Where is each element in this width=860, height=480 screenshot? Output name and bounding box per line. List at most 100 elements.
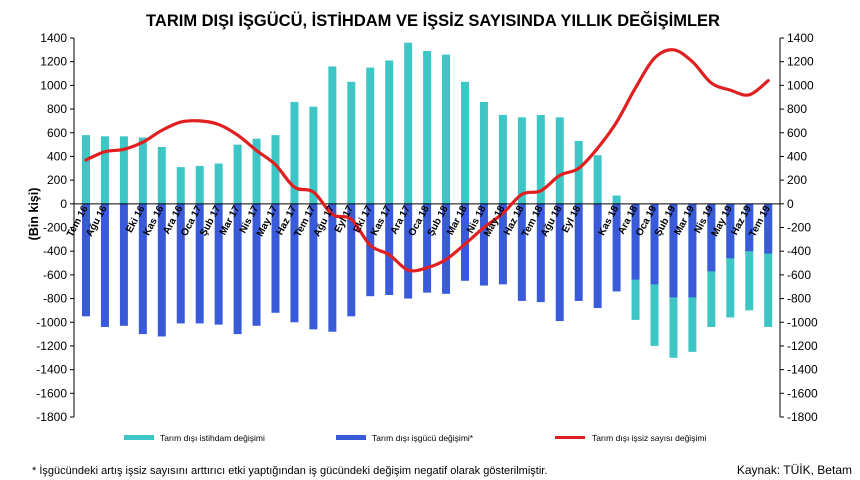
employment-bar-may-19 xyxy=(726,203,735,318)
footnote: * İşgücündeki artış işsiz sayısını arttı… xyxy=(32,464,547,477)
y-tick-label: -200 xyxy=(43,221,67,235)
y-axis-label: (Bin kişi) xyxy=(27,188,41,241)
y-tick-label-right: 800 xyxy=(787,102,807,116)
y-tick-label-right: -1600 xyxy=(787,386,818,400)
unemployed-point-eyl-16 xyxy=(123,148,125,150)
employment-bar-tem-19 xyxy=(764,203,773,327)
employment-bar-eki-18 xyxy=(593,155,602,204)
labor-force-bar-a-u-16 xyxy=(100,203,109,327)
unemployed-point-nis-18 xyxy=(483,226,485,229)
employment-bar-nis-18 xyxy=(479,101,488,204)
unemployed-point-tem-16 xyxy=(85,159,87,161)
unemployed-point-a-u-18 xyxy=(559,174,561,176)
labor-force-bar-a-u-17 xyxy=(328,203,337,332)
labor-force-bar-oca-19 xyxy=(650,203,659,285)
unemployed-point-oca-17 xyxy=(199,120,201,122)
y-tick-label: 600 xyxy=(47,126,67,140)
employment-bar-ara-17 xyxy=(404,42,413,204)
labor-force-bar--ub-18 xyxy=(442,203,451,294)
right-y-axis: 1400 1200 1000 800 600 400 200 0 -200 -400 -600 -80… xyxy=(780,31,818,424)
unemployed-point-eki-17 xyxy=(369,244,371,246)
labor-force-bar-eki-17 xyxy=(366,203,375,297)
employment-bar-tem-16 xyxy=(82,135,90,204)
unemployed-point-tem-19 xyxy=(767,80,769,82)
labor-force-bar-tem-17 xyxy=(309,203,318,330)
y-tick-label: 800 xyxy=(47,102,67,116)
employment-bar-eyl-16 xyxy=(119,136,128,204)
y-tick-label: -1200 xyxy=(36,339,67,353)
labor-force-bar-tem-19 xyxy=(764,203,773,254)
employment-bar-eki-16 xyxy=(138,137,147,204)
employment-bar-may-17 xyxy=(271,135,280,204)
employment-bar-oca-18 xyxy=(423,51,432,204)
labor-force-bar-kas-17 xyxy=(385,203,394,296)
unemployed-point-haz-19 xyxy=(748,94,750,96)
employment-bar-a-u-16 xyxy=(100,136,109,204)
unemployed-point--ub-17 xyxy=(218,123,220,126)
unemployed-point-haz-17 xyxy=(293,186,296,188)
source-note: Kaynak: TÜİK, Betam xyxy=(737,463,852,477)
y-tick-label: 200 xyxy=(47,173,67,187)
labor-force-bar-mar-19 xyxy=(688,203,697,298)
y-tick-label-right: 600 xyxy=(787,126,807,140)
unemployed-point-nis-19 xyxy=(710,82,712,84)
y-tick-label-right: -200 xyxy=(787,221,811,235)
series-labor-force-bars xyxy=(82,203,773,337)
series-employment-bars xyxy=(82,42,773,358)
y-tick-label-right: 1400 xyxy=(787,31,814,45)
unemployed-point-eyl-18 xyxy=(578,167,580,169)
y-tick-label: -1400 xyxy=(36,363,67,377)
unemployed-point-ara-18 xyxy=(634,87,637,89)
legend-swatch-employment xyxy=(124,435,154,440)
labor-force-bar-ara-16 xyxy=(176,203,185,324)
employment-bar-kas-18 xyxy=(612,195,621,204)
unemployed-point-a-u-16 xyxy=(104,151,106,153)
legend: Tarım dışı istihdam değişimi Tarım dışı … xyxy=(124,433,706,443)
unemployed-point-may-19 xyxy=(729,89,731,91)
unemployed-point-eyl-17 xyxy=(350,218,352,220)
employment-bar-kas-16 xyxy=(157,146,166,204)
unemployed-point-a-u-17 xyxy=(331,213,333,216)
legend-swatch-labor-force xyxy=(336,435,366,440)
labor-force-bar-kas-18 xyxy=(612,203,621,292)
y-tick-label: -600 xyxy=(43,268,67,282)
unemployed-point-may-17 xyxy=(274,164,277,166)
unemployed-point-ara-16 xyxy=(180,121,182,123)
labor-force-bar-ara-17 xyxy=(404,203,413,299)
legend-label-employment: Tarım dışı istihdam değişimi xyxy=(160,433,265,443)
labor-force-bar--ub-19 xyxy=(669,203,678,298)
labor-force-bar-a-u-18 xyxy=(555,203,564,322)
unemployed-point-kas-17 xyxy=(388,254,390,256)
employment-bar-mar-18 xyxy=(461,81,469,204)
unemployed-point-oca-19 xyxy=(653,57,656,59)
labor-force-bar-eyl-17 xyxy=(347,203,356,317)
labor-force-bar-nis-18 xyxy=(479,203,488,286)
employment-bar-nis-17 xyxy=(252,138,261,204)
y-tick-label: -800 xyxy=(43,292,67,306)
unemployed-point--ub-18 xyxy=(445,258,447,261)
employment-bar-a-u-17 xyxy=(328,66,337,204)
labor-force-bar-eyl-16 xyxy=(119,203,128,326)
series-unemployed-line xyxy=(84,48,770,273)
labor-force-bar-tem-16 xyxy=(82,203,90,317)
y-tick-label-right: 1000 xyxy=(787,78,814,92)
unemployed-point-haz-18 xyxy=(521,193,523,195)
y-tick-label-right: 0 xyxy=(787,197,794,211)
labor-force-bar-nis-17 xyxy=(252,203,261,326)
y-tick-label-right: -1400 xyxy=(787,363,818,377)
y-tick-label-right: 1200 xyxy=(787,55,814,69)
employment-bar-mar-17 xyxy=(233,144,242,204)
labor-force-bar-haz-18 xyxy=(517,203,526,301)
labor-force-bar-may-17 xyxy=(271,203,280,313)
y-tick-label: -400 xyxy=(43,244,67,258)
legend-label-unemployed: Tarım dışı işsiz sayısı değişimi xyxy=(592,433,706,443)
unemployed-point-kas-18 xyxy=(616,121,618,123)
unemployed-point-mar-17 xyxy=(237,134,239,136)
employment-bar-kas-17 xyxy=(385,60,394,204)
employment-bar--ub-17 xyxy=(214,163,223,204)
employment-bar-eyl-17 xyxy=(347,81,356,204)
chart-title: TARIM DIŞI İŞGÜCÜ, İSTİHDAM VE İŞSİZ SAY… xyxy=(146,11,720,30)
unemployed-point-oca-18 xyxy=(426,267,428,269)
